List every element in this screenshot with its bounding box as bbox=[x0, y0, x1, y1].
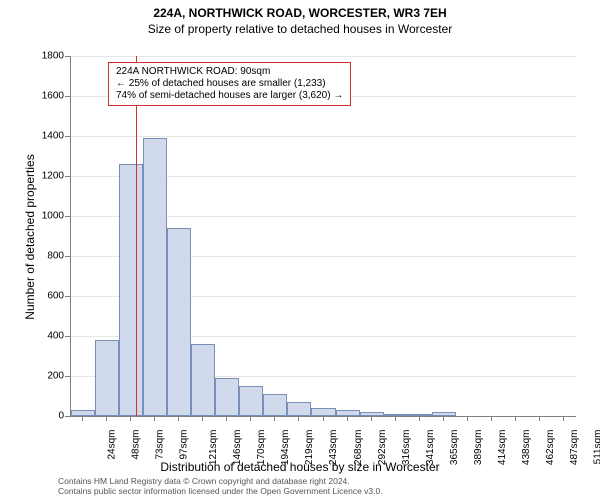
y-tick-mark bbox=[65, 376, 70, 377]
x-tick-mark bbox=[298, 416, 299, 421]
x-axis-label: Distribution of detached houses by size … bbox=[0, 460, 600, 474]
y-tick-mark bbox=[65, 256, 70, 257]
x-tick-label: 341sqm bbox=[425, 430, 436, 466]
histogram-bar bbox=[215, 378, 239, 416]
histogram-bar bbox=[239, 386, 263, 416]
y-tick-mark bbox=[65, 136, 70, 137]
x-tick-label: 389sqm bbox=[473, 430, 484, 466]
x-tick-label: 170sqm bbox=[256, 430, 267, 466]
y-tick-label: 0 bbox=[4, 411, 64, 422]
histogram-bar bbox=[119, 164, 143, 416]
x-tick-mark bbox=[347, 416, 348, 421]
x-tick-mark bbox=[274, 416, 275, 421]
y-tick-mark bbox=[65, 176, 70, 177]
info-box: 224A NORTHWICK ROAD: 90sqm ← 25% of deta… bbox=[108, 62, 351, 106]
x-tick-label: 487sqm bbox=[569, 430, 580, 466]
x-tick-label: 292sqm bbox=[377, 430, 388, 466]
y-tick-label: 600 bbox=[4, 291, 64, 302]
grid-line bbox=[71, 136, 576, 137]
x-tick-mark bbox=[154, 416, 155, 421]
x-tick-mark bbox=[539, 416, 540, 421]
histogram-bar bbox=[311, 408, 335, 416]
info-line-2: ← 25% of detached houses are smaller (1,… bbox=[116, 78, 343, 90]
x-tick-label: 316sqm bbox=[401, 430, 412, 466]
y-tick-mark bbox=[65, 336, 70, 337]
attribution-line-1: Contains HM Land Registry data © Crown c… bbox=[58, 476, 383, 486]
x-tick-label: 24sqm bbox=[107, 430, 118, 460]
info-line-1: 224A NORTHWICK ROAD: 90sqm bbox=[116, 66, 343, 78]
x-tick-mark bbox=[515, 416, 516, 421]
x-tick-mark bbox=[491, 416, 492, 421]
y-tick-mark bbox=[65, 416, 70, 417]
histogram-bar bbox=[287, 402, 311, 416]
x-tick-label: 462sqm bbox=[545, 430, 556, 466]
x-tick-mark bbox=[467, 416, 468, 421]
y-tick-label: 1200 bbox=[4, 171, 64, 182]
x-tick-mark bbox=[250, 416, 251, 421]
x-tick-mark bbox=[130, 416, 131, 421]
y-tick-label: 200 bbox=[4, 371, 64, 382]
histogram-bar bbox=[95, 340, 119, 416]
y-tick-label: 1800 bbox=[4, 51, 64, 62]
plot-area bbox=[70, 56, 575, 416]
x-tick-label: 438sqm bbox=[521, 430, 532, 466]
histogram-bar bbox=[263, 394, 287, 416]
y-tick-mark bbox=[65, 296, 70, 297]
x-tick-mark bbox=[82, 416, 83, 421]
x-tick-mark bbox=[395, 416, 396, 421]
y-tick-mark bbox=[65, 96, 70, 97]
x-tick-mark bbox=[106, 416, 107, 421]
y-tick-mark bbox=[65, 56, 70, 57]
x-tick-label: 219sqm bbox=[304, 430, 315, 466]
y-tick-label: 1400 bbox=[4, 131, 64, 142]
attribution: Contains HM Land Registry data © Crown c… bbox=[58, 476, 383, 496]
grid-line bbox=[71, 56, 576, 57]
plot bbox=[70, 56, 576, 417]
x-tick-label: 268sqm bbox=[353, 430, 364, 466]
x-tick-mark bbox=[371, 416, 372, 421]
chart-subtitle: Size of property relative to detached ho… bbox=[0, 22, 600, 36]
info-line-3: 74% of semi-detached houses are larger (… bbox=[116, 90, 343, 102]
histogram-bar bbox=[167, 228, 191, 416]
x-tick-label: 48sqm bbox=[131, 430, 142, 460]
x-tick-mark bbox=[323, 416, 324, 421]
x-tick-label: 365sqm bbox=[449, 430, 460, 466]
x-tick-mark bbox=[443, 416, 444, 421]
x-tick-label: 97sqm bbox=[179, 430, 190, 460]
histogram-bar bbox=[143, 138, 167, 416]
y-tick-mark bbox=[65, 216, 70, 217]
x-tick-label: 511sqm bbox=[592, 430, 600, 465]
x-tick-mark bbox=[226, 416, 227, 421]
x-tick-label: 146sqm bbox=[232, 430, 243, 466]
x-tick-mark bbox=[419, 416, 420, 421]
histogram-bar bbox=[71, 410, 95, 416]
x-tick-mark bbox=[202, 416, 203, 421]
y-tick-label: 400 bbox=[4, 331, 64, 342]
x-tick-label: 121sqm bbox=[208, 430, 219, 466]
chart-container: 224A, NORTHWICK ROAD, WORCESTER, WR3 7EH… bbox=[0, 0, 600, 500]
y-tick-label: 1600 bbox=[4, 91, 64, 102]
marker-line bbox=[136, 56, 137, 416]
histogram-bar bbox=[191, 344, 215, 416]
x-tick-label: 243sqm bbox=[329, 430, 340, 466]
x-tick-label: 414sqm bbox=[497, 430, 508, 466]
x-tick-mark bbox=[563, 416, 564, 421]
x-tick-mark bbox=[178, 416, 179, 421]
chart-title: 224A, NORTHWICK ROAD, WORCESTER, WR3 7EH bbox=[0, 6, 600, 20]
y-tick-label: 800 bbox=[4, 251, 64, 262]
attribution-line-2: Contains public sector information licen… bbox=[58, 486, 383, 496]
x-tick-label: 73sqm bbox=[155, 430, 166, 460]
x-tick-label: 194sqm bbox=[280, 430, 291, 466]
y-tick-label: 1000 bbox=[4, 211, 64, 222]
